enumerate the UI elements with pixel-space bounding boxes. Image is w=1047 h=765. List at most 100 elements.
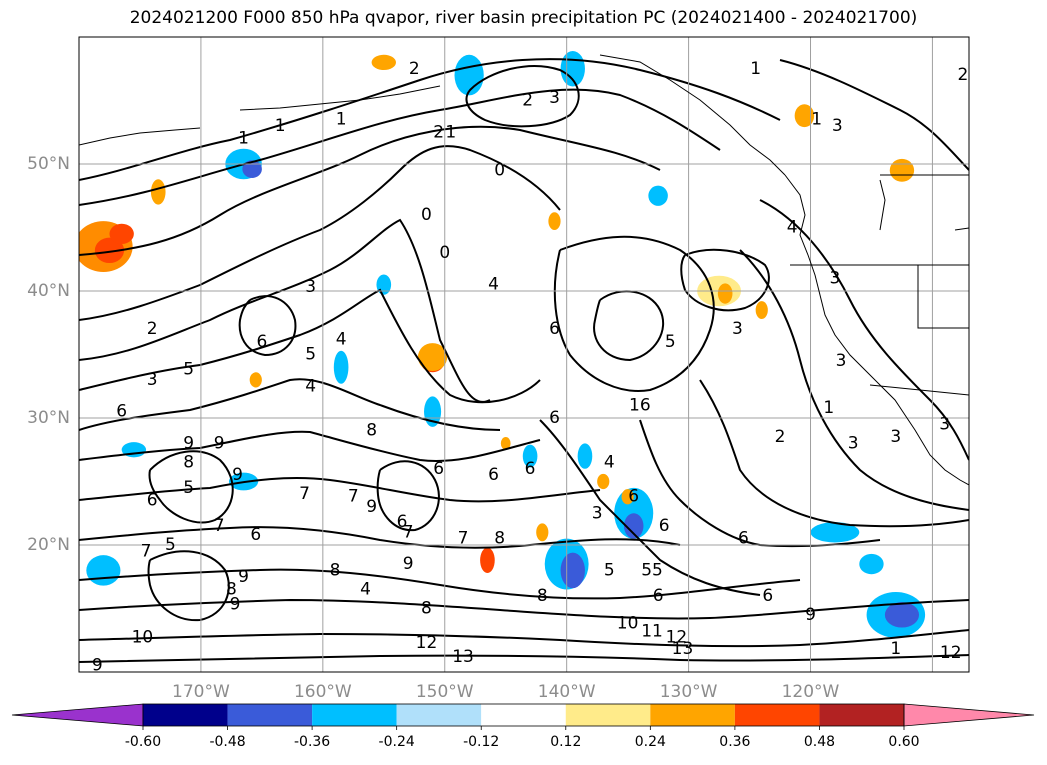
precip-patch [560, 552, 585, 589]
precip-patch [623, 513, 644, 539]
contour-label: 0 [494, 160, 505, 180]
gridlines [79, 37, 969, 672]
contour-label: 6 [659, 516, 670, 536]
precip-patch [810, 522, 860, 543]
precip-patch [333, 350, 349, 384]
precipitation-shading [79, 50, 926, 638]
contour-label: 3 [890, 427, 901, 447]
contour-label: 55 [641, 560, 663, 580]
lat-label: 50°N [27, 154, 70, 174]
contour-label: 7 [348, 487, 359, 507]
contour-line [79, 378, 501, 431]
contour-label: 4 [604, 452, 615, 472]
coastline-segment [599, 54, 786, 176]
colorbar-segment [312, 704, 397, 726]
precip-patch [597, 473, 610, 490]
colorbar-min-extension [11, 703, 144, 727]
lat-label: 40°N [27, 281, 70, 301]
latitude-labels: 50°N 40°N 30°N 20°N [27, 154, 70, 555]
colorbar-max-extension [903, 703, 1035, 727]
contour-label: 4 [787, 218, 798, 238]
contour-label: 1 [750, 59, 761, 79]
contour-label: 7 [403, 522, 414, 542]
map-background [79, 37, 969, 672]
colorbar-tick-label: -0.12 [463, 734, 499, 750]
contour-label: 3 [592, 503, 603, 523]
precip-patch [480, 547, 495, 573]
colorbar-segment [819, 704, 904, 726]
colorbar-frame [142, 703, 905, 727]
contour-line [238, 295, 297, 357]
contour-line [553, 235, 715, 392]
contour-label: 6 [549, 408, 560, 428]
precip-patch [94, 237, 125, 264]
contour-label: 8 [330, 560, 341, 580]
precip-patch [859, 553, 884, 575]
contour-label: 1 [890, 639, 901, 659]
contour-line [79, 288, 541, 404]
contour-label: 9 [214, 433, 225, 453]
contour-label: 6 [256, 332, 267, 352]
contour-line [148, 450, 234, 524]
colorbar-tick-label: 0.12 [550, 734, 581, 750]
contour-label: 6 [250, 525, 261, 545]
contour-label: 13 [672, 639, 694, 659]
contour-label: 6 [116, 402, 127, 422]
precip-patch [249, 372, 262, 388]
contour-label: 5 [183, 478, 194, 498]
contour-label: 9 [403, 554, 414, 574]
precip-patch [794, 104, 815, 128]
precip-patch [242, 160, 262, 178]
contour-line [779, 59, 969, 171]
contour-label: 5 [604, 560, 615, 580]
contour-label: 2 [433, 122, 444, 142]
colorbar-tick-label: 0.24 [635, 734, 666, 750]
contour-label: 3 [549, 88, 560, 108]
contour-label: 1 [238, 129, 249, 149]
contour-label: 5 [165, 535, 176, 555]
precip-patch [621, 489, 634, 505]
lat-label: 20°N [27, 535, 70, 555]
contour-label: 4 [488, 275, 499, 295]
contour-label: 9 [92, 656, 103, 676]
coastline-segment [79, 127, 201, 146]
contour-label: 8 [421, 599, 432, 619]
contour-label: 2 [775, 427, 786, 447]
coastline-segment [869, 384, 969, 396]
coastline-segment [954, 227, 969, 231]
colorbar-tick-label: -0.36 [294, 734, 330, 750]
colorbar-tick-label: -0.60 [125, 734, 161, 750]
map-title: 2024021200 F000 850 hPa qvapor, river ba… [129, 8, 918, 28]
contour-label: 1 [823, 398, 834, 418]
contour-label: 3 [305, 277, 316, 297]
coastline-segment [784, 174, 969, 486]
contour-label: 6 [525, 459, 536, 479]
lon-label: 170°W [172, 682, 230, 702]
contour-label: 1 [336, 110, 347, 130]
contour-label: 6 [488, 465, 499, 485]
contour-line [147, 550, 230, 622]
contour-line [739, 249, 969, 511]
map-frame [78, 36, 970, 673]
precip-patch [548, 212, 561, 231]
colorbar-tick-label: -0.24 [379, 734, 415, 750]
precip-patch [150, 179, 166, 205]
contour-line [79, 568, 801, 600]
contour-label: 6 [628, 487, 639, 507]
contour-label: 1 [445, 122, 456, 142]
precip-patch [717, 283, 733, 304]
colorbar-tick-label: 0.36 [719, 734, 750, 750]
coastline-segment [879, 179, 886, 231]
contour-line [79, 125, 661, 256]
lon-label: 140°W [538, 682, 596, 702]
coastline-segment [917, 265, 969, 329]
precip-patch [577, 443, 593, 469]
contour-label: 13 [452, 647, 474, 667]
contour-line [759, 199, 969, 461]
contour-label: 2 [147, 319, 158, 339]
contour-line [79, 430, 541, 462]
colorbar-tick-label: 0.48 [804, 734, 835, 750]
